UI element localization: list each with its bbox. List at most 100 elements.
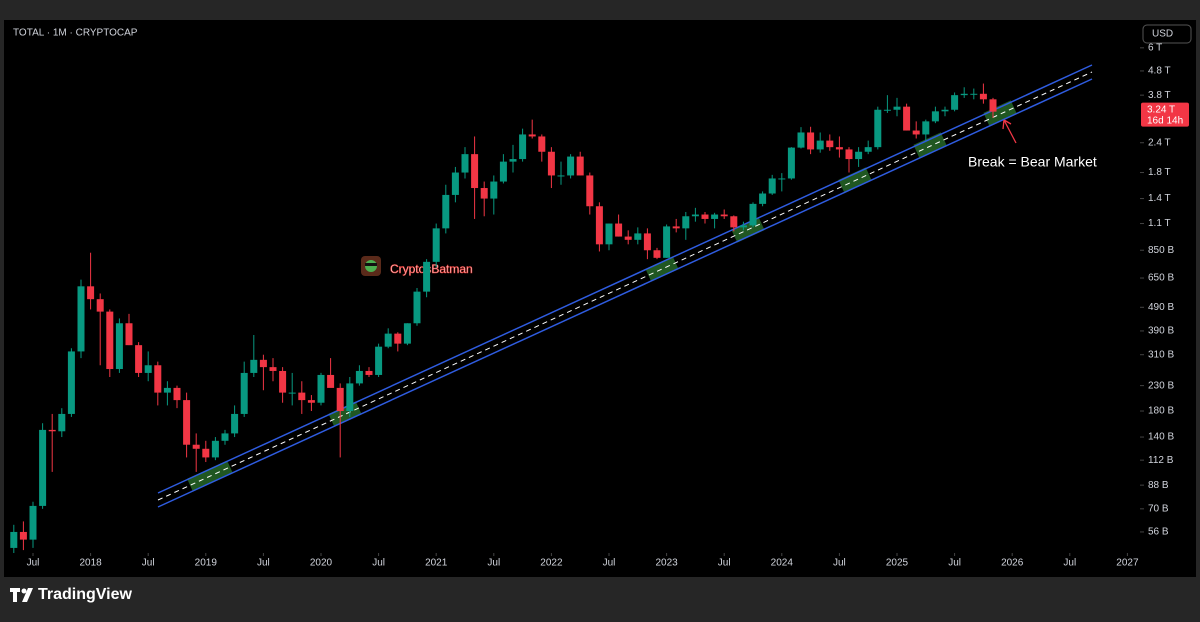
y-tick-label: 2.4 T xyxy=(1148,137,1171,148)
y-tick-label: 56 B xyxy=(1148,527,1169,538)
candle-body xyxy=(480,188,488,199)
x-tick-label: 2020 xyxy=(310,558,333,569)
candle-body xyxy=(87,286,95,300)
candle-body xyxy=(106,311,114,370)
y-tick-label: 6 T xyxy=(1148,42,1162,53)
candle-body xyxy=(538,136,546,152)
candle-body xyxy=(96,299,104,312)
y-tick-label: 70 B xyxy=(1148,503,1169,514)
candle-body xyxy=(720,214,728,217)
candle-body xyxy=(595,206,603,245)
highlight xyxy=(838,167,872,193)
candle-body xyxy=(154,365,162,393)
candle-body xyxy=(701,214,709,219)
candle-body xyxy=(432,228,440,262)
candle-body xyxy=(739,225,747,228)
x-tick-label: Jul xyxy=(718,558,731,569)
candle-body xyxy=(365,370,373,375)
icon-mask xyxy=(365,263,377,266)
x-tick-label: Jul xyxy=(27,558,40,569)
highlight xyxy=(983,100,1017,126)
y-tick-label: 490 B xyxy=(1148,302,1174,313)
candle-body xyxy=(874,109,882,148)
price-tag xyxy=(1141,102,1189,127)
candle-body xyxy=(797,132,805,148)
candle-body xyxy=(528,134,536,137)
candle-body xyxy=(336,387,344,412)
candle-body xyxy=(48,429,56,432)
chart-title: TOTAL · 1M · CRYPTOCAP xyxy=(13,28,138,39)
candle-body xyxy=(451,172,459,195)
candle-body xyxy=(327,374,335,388)
candle-body xyxy=(211,440,219,458)
candle-body xyxy=(144,365,152,373)
candle-body xyxy=(173,387,181,401)
candles xyxy=(10,83,997,553)
y-tick-label: 4.8 T xyxy=(1148,66,1171,77)
candle-body xyxy=(586,175,594,207)
candle-body xyxy=(826,140,834,148)
candle-body xyxy=(835,147,843,150)
channel-upper xyxy=(157,64,1093,494)
candle-body xyxy=(77,286,85,352)
x-tick-label: Jul xyxy=(257,558,270,569)
candle-body xyxy=(221,433,229,441)
x-tick-label: 2021 xyxy=(425,558,448,569)
candle-body xyxy=(509,159,517,162)
candle-body xyxy=(576,156,584,176)
candle-body xyxy=(749,203,757,226)
candle-body xyxy=(413,291,421,324)
candle-body xyxy=(394,333,402,344)
x-tick-label: Jul xyxy=(1063,558,1076,569)
candle-body xyxy=(691,214,699,217)
candle-body xyxy=(317,374,325,403)
currency-label[interactable]: USD xyxy=(1152,29,1173,40)
candle-body xyxy=(893,106,901,110)
candle-body xyxy=(912,130,920,135)
candle-body xyxy=(653,250,661,258)
candle-body xyxy=(922,121,930,135)
candle-body xyxy=(711,214,719,219)
candle-body xyxy=(979,93,987,100)
candle-body xyxy=(240,372,248,414)
candle-body xyxy=(461,154,469,173)
candle-body xyxy=(490,181,498,199)
annotation-arrow xyxy=(1002,119,1017,144)
candle-body xyxy=(605,223,613,245)
chart-panel xyxy=(4,20,1196,577)
candle-body xyxy=(643,233,651,251)
x-tick-label: Jul xyxy=(142,558,155,569)
y-tick-label: 1.8 T xyxy=(1148,167,1171,178)
y-tick-label: 1.1 T xyxy=(1148,218,1171,229)
highlight xyxy=(645,256,679,282)
x-tick-label: 2026 xyxy=(1001,558,1024,569)
y-tick-label: 1.4 T xyxy=(1148,193,1171,204)
brand-logo xyxy=(10,588,33,602)
x-tick-label: 2018 xyxy=(79,558,102,569)
candle-body xyxy=(816,140,824,150)
x-tick-label: Jul xyxy=(487,558,500,569)
price-tag-label: 3.24 T xyxy=(1147,104,1175,115)
candle-body xyxy=(288,392,296,394)
candle-body xyxy=(970,93,978,95)
candle-body xyxy=(423,261,431,292)
x-tick-label: 2022 xyxy=(540,558,563,569)
candle-body xyxy=(615,223,623,237)
candle-body xyxy=(567,156,575,176)
candle-body xyxy=(58,413,66,432)
candle-body xyxy=(279,370,287,393)
candle-body xyxy=(375,346,383,375)
annotation: Break = Bear Market xyxy=(968,154,1097,170)
x-tick-label: Jul xyxy=(603,558,616,569)
candle-body xyxy=(883,109,891,111)
x-tick-label: Jul xyxy=(833,558,846,569)
candle-body xyxy=(10,531,18,548)
y-tick-label: 112 B xyxy=(1148,455,1174,466)
candle-body xyxy=(259,359,267,368)
candle-body xyxy=(845,149,853,160)
candle-body xyxy=(298,392,306,401)
brand: TradingView xyxy=(38,586,133,603)
currency-button[interactable] xyxy=(1142,24,1192,44)
y-tick-label: 390 B xyxy=(1148,326,1174,337)
